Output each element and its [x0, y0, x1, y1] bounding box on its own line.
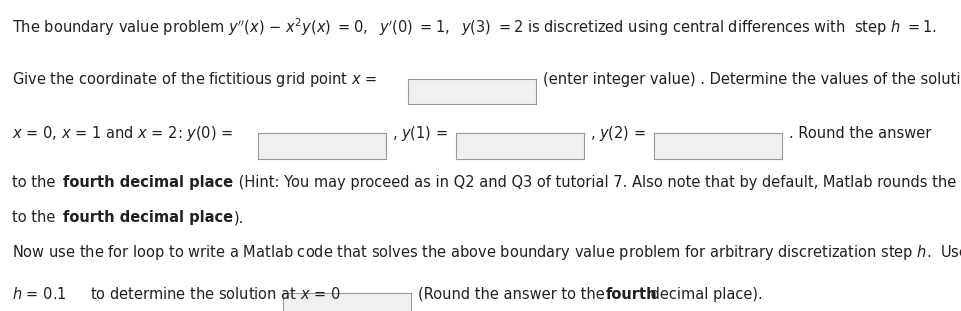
- Text: $\mathbf{\mathit{h}}$ = 0.1: $\mathbf{\mathit{h}}$ = 0.1: [12, 285, 66, 302]
- Text: $\mathit{x}$ = 0, $\mathit{x}$ = 1 and $\mathit{x}$ = 2: $\mathit{y}$(0) =: $\mathit{x}$ = 0, $\mathit{x}$ = 1 and $…: [12, 124, 233, 143]
- Text: (enter integer value) . Determine the values of the solution at: (enter integer value) . Determine the va…: [542, 72, 961, 87]
- Text: to determine the solution at $\mathit{x}$ = 0: to determine the solution at $\mathit{x}…: [90, 285, 341, 302]
- Text: decimal place).: decimal place).: [646, 286, 762, 302]
- Text: The boundary value problem $\mathbf{\mathit{y''(x)}}$ $-$ $\mathbf{\mathit{x^2y(: The boundary value problem $\mathbf{\mat…: [12, 16, 935, 38]
- Text: ).: ).: [234, 210, 244, 225]
- Text: fourth decimal place: fourth decimal place: [63, 174, 234, 190]
- Text: , $\mathit{y}$(2) =: , $\mathit{y}$(2) =: [589, 124, 645, 143]
- Text: , $\mathit{y}$(1) =: , $\mathit{y}$(1) =: [391, 124, 447, 143]
- Text: Now use the for loop to write a Matlab code that solves the above boundary value: Now use the for loop to write a Matlab c…: [12, 243, 961, 262]
- Text: (Hint: You may proceed as in Q2 and Q3 of tutorial 7. Also note that by default,: (Hint: You may proceed as in Q2 and Q3 o…: [234, 174, 961, 190]
- Text: to the: to the: [12, 174, 60, 190]
- Text: Give the coordinate of the fictitious grid point $\mathit{x}$ =: Give the coordinate of the fictitious gr…: [12, 70, 377, 89]
- Text: fourth decimal place: fourth decimal place: [63, 210, 234, 225]
- Text: (Round the answer to the: (Round the answer to the: [417, 286, 608, 302]
- Text: . Round the answer: . Round the answer: [788, 126, 930, 142]
- Text: to the: to the: [12, 210, 60, 225]
- Text: fourth: fourth: [605, 286, 657, 302]
